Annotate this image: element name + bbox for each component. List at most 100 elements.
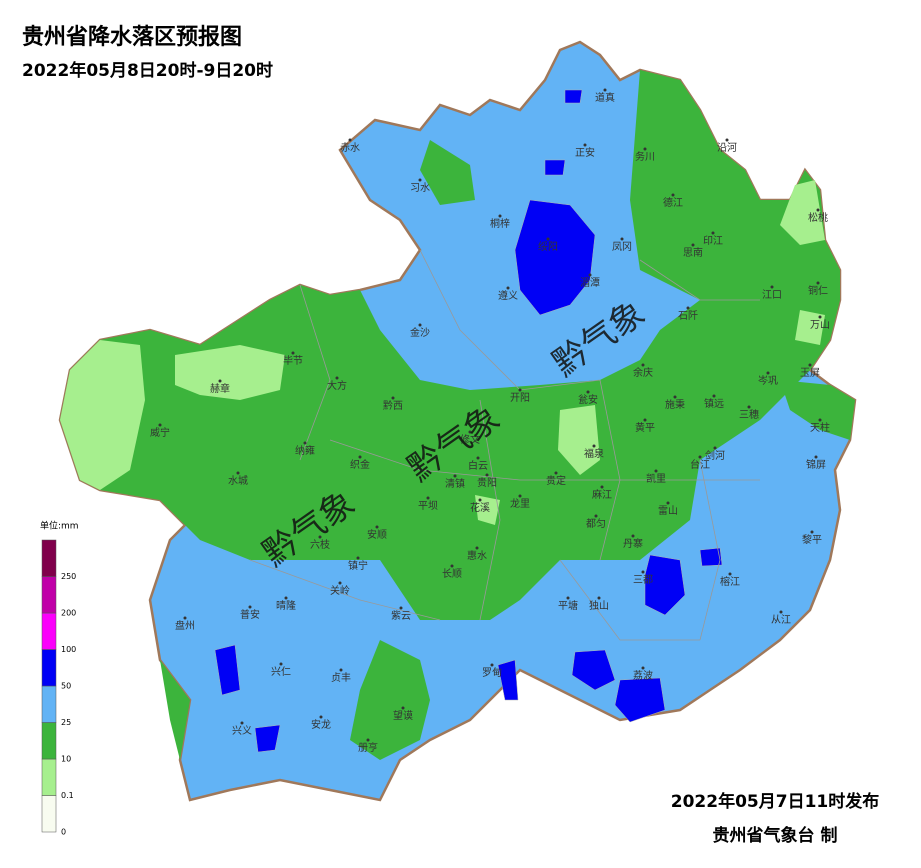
county-name: 长顺 <box>442 568 462 580</box>
county-seat <box>641 666 645 670</box>
county-seat <box>318 535 322 539</box>
county-seat <box>391 396 395 400</box>
county-seat <box>711 231 715 235</box>
county-name: 务川 <box>635 150 655 163</box>
county-seat <box>566 596 570 600</box>
legend-swatch <box>41 612 57 650</box>
legend-label: 200 <box>61 609 76 618</box>
county-name: 六枝 <box>310 538 330 551</box>
legend-label: 50 <box>61 682 71 691</box>
county-seat <box>818 315 822 319</box>
county-name: 白云 <box>468 459 488 472</box>
subtitle: 2022年05月8日20时-9日20时 <box>22 60 273 81</box>
county-seat <box>666 501 670 505</box>
county-seat <box>586 390 590 394</box>
county-seat <box>691 243 695 247</box>
county-name: 修文 <box>460 433 480 446</box>
county-name: 道真 <box>595 91 615 104</box>
county-seat <box>183 616 187 620</box>
legend-swatch <box>41 722 57 760</box>
county-name: 毕节 <box>283 354 303 367</box>
county-name: 罗甸 <box>482 666 502 679</box>
county-seat <box>686 306 690 310</box>
county-name: 剑河 <box>705 449 725 462</box>
county-seat <box>600 485 604 489</box>
county-name: 兴仁 <box>271 666 291 678</box>
county-name: 纳雍 <box>295 444 315 457</box>
legend-unit: 单位:mm <box>40 520 79 532</box>
county-seat <box>814 455 818 459</box>
county-seat <box>583 143 587 147</box>
county-name: 兴义 <box>232 725 252 737</box>
county-name: 绥阳 <box>538 241 558 253</box>
county-name: 三都 <box>633 574 653 586</box>
county-seat <box>468 430 472 434</box>
county-seat <box>476 456 480 460</box>
legend-swatch <box>41 758 57 796</box>
county-seat <box>426 496 430 500</box>
county-name: 锦屏 <box>806 458 826 471</box>
county-name: 安顺 <box>367 528 387 541</box>
title: 贵州省降水落区预报图 <box>22 25 242 50</box>
county-seat <box>818 418 822 422</box>
county-seat <box>348 138 352 142</box>
county-seat <box>319 715 323 719</box>
county-name: 遵义 <box>498 289 518 302</box>
county-seat <box>546 237 550 241</box>
legend-label: 0.1 <box>61 791 74 800</box>
county-name: 普安 <box>240 608 260 621</box>
county-seat <box>498 214 502 218</box>
county-seat <box>338 581 342 585</box>
county-name: 岑巩 <box>758 375 778 387</box>
county-name: 贵定 <box>546 474 566 487</box>
county-name: 都匀 <box>586 518 606 530</box>
county-seat <box>698 455 702 459</box>
county-seat <box>418 178 422 182</box>
county-seat <box>779 610 783 614</box>
county-name: 麻江 <box>592 488 612 501</box>
county-seat <box>356 556 360 560</box>
county-seat <box>366 738 370 742</box>
county-seat <box>725 138 729 142</box>
county-seat <box>643 147 647 151</box>
county-name: 瓮安 <box>578 393 598 406</box>
county-seat <box>816 208 820 212</box>
county-seat <box>339 668 343 672</box>
county-seat <box>673 395 677 399</box>
county-name: 荔波 <box>633 669 653 682</box>
county-name: 沿河 <box>717 142 737 154</box>
county-name: 丹寨 <box>623 537 643 550</box>
county-name: 赫章 <box>210 382 230 395</box>
county-seat <box>631 534 635 538</box>
county-seat <box>518 494 522 498</box>
county-name: 雷山 <box>658 505 678 517</box>
county-name: 花溪 <box>470 501 490 514</box>
county-seat <box>654 469 658 473</box>
county-name: 松桃 <box>808 211 828 224</box>
county-name: 盘州 <box>175 619 195 632</box>
county-name: 玉屏 <box>800 367 820 379</box>
county-name: 龙里 <box>510 497 530 510</box>
county-name: 独山 <box>589 599 609 612</box>
county-seat <box>358 455 362 459</box>
county-name: 金沙 <box>410 326 430 339</box>
county-name: 思南 <box>683 246 703 259</box>
county-name: 德江 <box>663 196 683 209</box>
county-name: 从江 <box>771 614 791 626</box>
county-name: 平坝 <box>418 500 438 512</box>
issue-time: 2022年05月7日11时发布 <box>671 791 879 812</box>
county-name: 黔西 <box>383 399 403 412</box>
county-name: 安龙 <box>311 718 331 731</box>
county-seat <box>218 379 222 383</box>
county-name: 黄平 <box>635 421 655 434</box>
rain-50-100 <box>214 89 723 753</box>
county-seat <box>766 371 770 375</box>
legend-label: 10 <box>61 755 71 764</box>
county-name: 江口 <box>762 289 782 301</box>
county-seat <box>399 606 403 610</box>
county-name: 大方 <box>327 379 347 392</box>
county-seat <box>418 323 422 327</box>
legend: 0 0.1 10 25 50 100 200 250 <box>41 539 76 837</box>
